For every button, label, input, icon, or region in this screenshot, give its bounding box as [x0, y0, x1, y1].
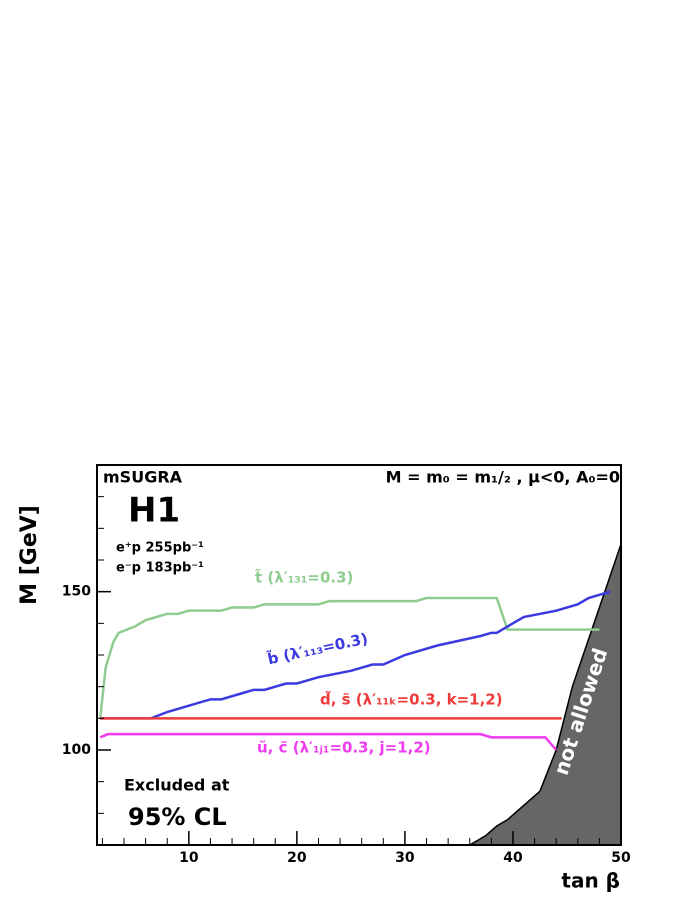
- legend-label: b̃ (λ′₁₁₃=0.3): [265, 629, 369, 669]
- line: [98, 596, 600, 719]
- x-tick-label: 30: [395, 850, 415, 866]
- legend-label: ũ, c̃ (λ′₁ⱼ₁=0.3, j=1,2): [257, 739, 431, 757]
- x-tick-label: 10: [179, 850, 199, 866]
- x-tick-label: 40: [503, 850, 523, 866]
- annotation: Excluded at: [124, 776, 230, 795]
- legend-label: d̃, s̃ (λ′₁₁ₖ=0.3, k=1,2): [320, 690, 503, 709]
- y-axis-label: M [GeV]: [17, 505, 42, 605]
- y-tick-label: 150: [62, 584, 91, 600]
- legend-label: t̃ (λ′₁₃₁=0.3): [255, 568, 354, 587]
- experiment-label: H1: [128, 491, 180, 531]
- luminosity-label: e⁺p 255pb⁻¹: [116, 541, 204, 556]
- annotation: 95% CL: [128, 803, 227, 831]
- line: [100, 590, 611, 720]
- x-tick-label: 20: [287, 850, 307, 866]
- chart-subtitle: M = m₀ = m₁/₂ , μ<0, A₀=0: [386, 468, 620, 487]
- x-tick-label: 50: [611, 850, 631, 866]
- luminosity-label: e⁻p 183pb⁻¹: [116, 561, 204, 576]
- x-axis-label: tan β: [561, 869, 620, 893]
- chart-title: mSUGRA: [103, 468, 183, 487]
- y-tick-label: 100: [62, 742, 91, 758]
- line: [99, 732, 558, 751]
